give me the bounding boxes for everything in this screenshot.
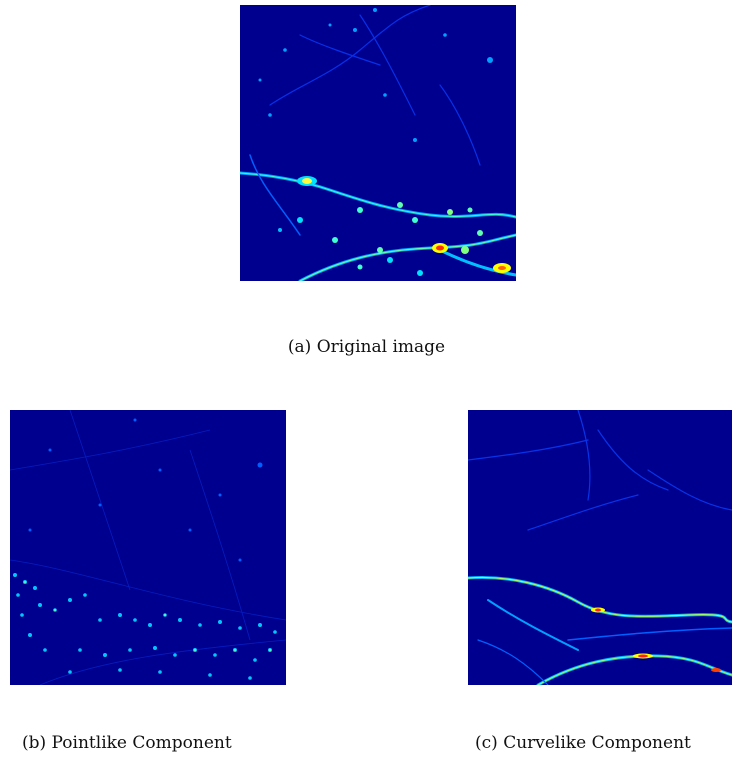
caption-original-image: (a) Original image <box>287 337 446 357</box>
curvelike-component-heatmap <box>468 410 732 685</box>
pointlike-component-heatmap <box>10 410 286 685</box>
curvelike-component-image <box>468 410 732 685</box>
caption-pointlike-component: (b) Pointlike Component <box>22 733 232 753</box>
pointlike-component-image <box>10 410 286 685</box>
caption-curvelike-component: (c) Curvelike Component <box>475 733 691 753</box>
original-image <box>240 5 516 281</box>
original-image-heatmap <box>240 5 516 281</box>
